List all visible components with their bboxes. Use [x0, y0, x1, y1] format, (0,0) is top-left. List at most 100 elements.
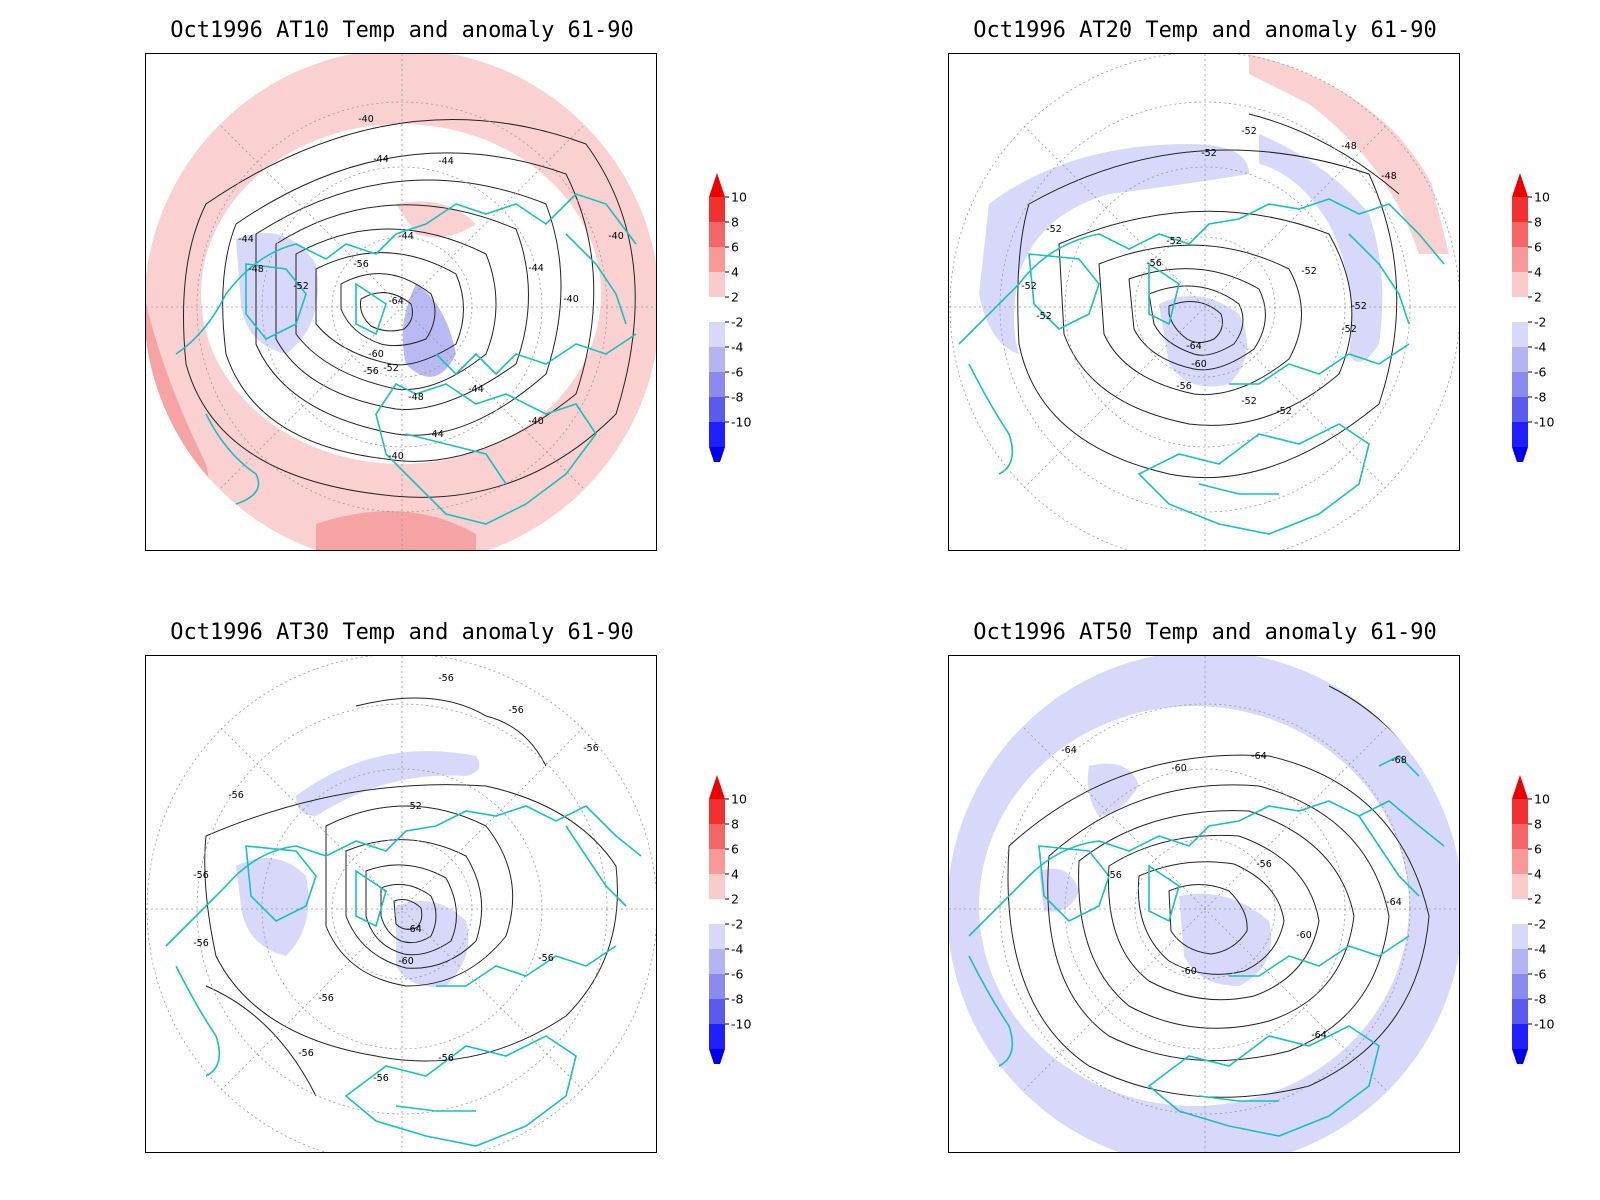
colorbar-label: -6	[731, 365, 744, 380]
coastlines	[175, 193, 637, 525]
colorbar-label: -8	[731, 992, 744, 1007]
colorbar-label: -8	[731, 390, 744, 405]
contour-label: -52	[1201, 148, 1217, 159]
polar-map-at30: -56 -56 -56 -56 -56 -56 -56 -56 -56 -56 -56 -52 -60 -…	[145, 655, 657, 1153]
colorbar-segment	[709, 899, 725, 924]
colorbar: 10 8 6 4 2 -2 -4 -6 -8 -10	[1512, 775, 1554, 1064]
colorbar-label: 2	[1534, 290, 1542, 305]
colorbar-label: -4	[1534, 340, 1547, 355]
colorbar-segment	[1512, 197, 1528, 222]
colorbar-segment	[709, 874, 725, 899]
colorbar-bottom-arrow	[709, 1049, 725, 1064]
contour-label-layer: -56 -56 -56 -56 -56 -56 -56 -56 -56 -56 -56 -52 -60 -…	[193, 673, 599, 1084]
contour-label: -60	[368, 349, 384, 360]
colorbar-label: -4	[731, 340, 744, 355]
colorbar-segment	[709, 197, 725, 222]
colorbar-segment	[1512, 372, 1528, 397]
colorbar-bottom-arrow	[1512, 1049, 1528, 1064]
colorbar-label: 8	[1534, 215, 1542, 230]
colorbar-label: -10	[1534, 1017, 1554, 1032]
colorbar-segment	[1512, 297, 1528, 322]
colorbar-label: 10	[1534, 190, 1550, 205]
colorbar-segment	[709, 322, 725, 347]
contour-label: -56	[193, 870, 209, 881]
contour-label: -52	[1036, 311, 1052, 322]
colorbar-segment	[1512, 824, 1528, 849]
colorbar-label: 8	[731, 215, 739, 230]
contour-label: -64	[1061, 745, 1077, 756]
colorbar-label: -8	[1534, 992, 1547, 1007]
contour-label: -52	[406, 801, 422, 812]
colorbar-label: 4	[731, 265, 739, 280]
contour-label: -44	[373, 154, 389, 165]
contour-label: -56	[1146, 258, 1162, 269]
colorbar-label: 6	[1534, 842, 1542, 857]
panel-title: Oct1996 AT50 Temp and anomaly 61-90	[973, 620, 1437, 645]
contour-label: -56	[438, 1053, 454, 1064]
colorbar-segment	[709, 1024, 725, 1049]
polar-map-at10: -40 -40 -40 -40 -40 -44 -44 -44 -44 -44 -44 -44 -48 -…	[145, 53, 657, 551]
contour-label: -44	[428, 429, 444, 440]
colorbar-segment	[1512, 949, 1528, 974]
cool-anomaly-region	[979, 144, 1249, 354]
contour-label: -56	[1106, 870, 1122, 881]
contour-label: -52	[1241, 396, 1257, 407]
colorbar-segment	[709, 849, 725, 874]
cool-anomaly-region	[396, 901, 469, 987]
contour-label: -56	[1256, 859, 1272, 870]
colorbar-label: -2	[1534, 917, 1546, 932]
warm-anomaly-region	[1249, 54, 1449, 254]
contour-label: -44	[398, 231, 414, 242]
colorbar-label: -10	[731, 415, 751, 430]
contour-label: -68	[1391, 755, 1407, 766]
contour-label: -52	[1276, 406, 1292, 417]
colorbar-label: 10	[731, 792, 747, 807]
contour-label: -56	[508, 705, 524, 716]
colorbar: 10 8 6 4 2 -2 -4 -6 -8 -10	[709, 173, 751, 462]
colorbar-bottom-arrow	[1512, 447, 1528, 462]
colorbar-segment	[1512, 247, 1528, 272]
graticule	[146, 54, 656, 550]
contour-label-layer: -48-48-52-52-52-52-52-52-52-52-52-52-52-…	[1021, 126, 1397, 417]
contour-label: -44	[438, 156, 454, 167]
colorbar-segment	[709, 372, 725, 397]
colorbar-segment	[709, 347, 725, 372]
colorbar-label: -6	[731, 967, 744, 982]
colorbar-label: -8	[1534, 390, 1547, 405]
colorbar-segment	[709, 924, 725, 949]
colorbar-segment	[1512, 799, 1528, 824]
contour-label: -44	[528, 263, 544, 274]
colorbar-segment	[709, 397, 725, 422]
contour-label: -40	[388, 451, 404, 462]
cool-anomaly-region	[1159, 296, 1247, 387]
contour-label: -40	[563, 294, 579, 305]
colorbar-label: 10	[731, 190, 747, 205]
colorbar-label: 4	[1534, 265, 1542, 280]
map-svg	[949, 656, 1459, 1152]
contour-label: -64	[1311, 1030, 1327, 1041]
contour-label: -52	[383, 363, 399, 374]
contour-label: -64	[388, 296, 404, 307]
coastlines	[958, 198, 1445, 535]
colorbar-segment	[1512, 1024, 1528, 1049]
contour-label: -52	[1301, 266, 1317, 277]
colorbar-label: 6	[731, 240, 739, 255]
contour-label: -56	[583, 743, 599, 754]
contour-label-layer: -40 -40 -40 -40 -40 -44 -44 -44 -44 -44 -44 -44 -48 -…	[238, 114, 624, 462]
polar-map-at50: -64 -64 -68 -60 -56 -56 -60 -60 -64 -64	[948, 655, 1460, 1153]
colorbar-label: 2	[731, 892, 739, 907]
colorbar: 10 8 6 4 2 -2 -4 -6 -8 -10	[709, 775, 751, 1064]
colorbar-top-arrow	[709, 775, 725, 799]
contour-label: -56	[373, 1073, 389, 1084]
colorbar-label: 8	[731, 817, 739, 832]
strong-warm-anomaly	[316, 511, 476, 550]
colorbar-label: -4	[731, 942, 744, 957]
contour-label: -60	[1171, 763, 1187, 774]
colorbar-segment	[709, 974, 725, 999]
colorbar-segment	[1512, 397, 1528, 422]
colorbar-segment	[1512, 422, 1528, 447]
cool-anomaly-region	[296, 751, 480, 816]
colorbar-segment	[1512, 347, 1528, 372]
colorbar-segment	[1512, 222, 1528, 247]
colorbar-label: 4	[1534, 867, 1542, 882]
